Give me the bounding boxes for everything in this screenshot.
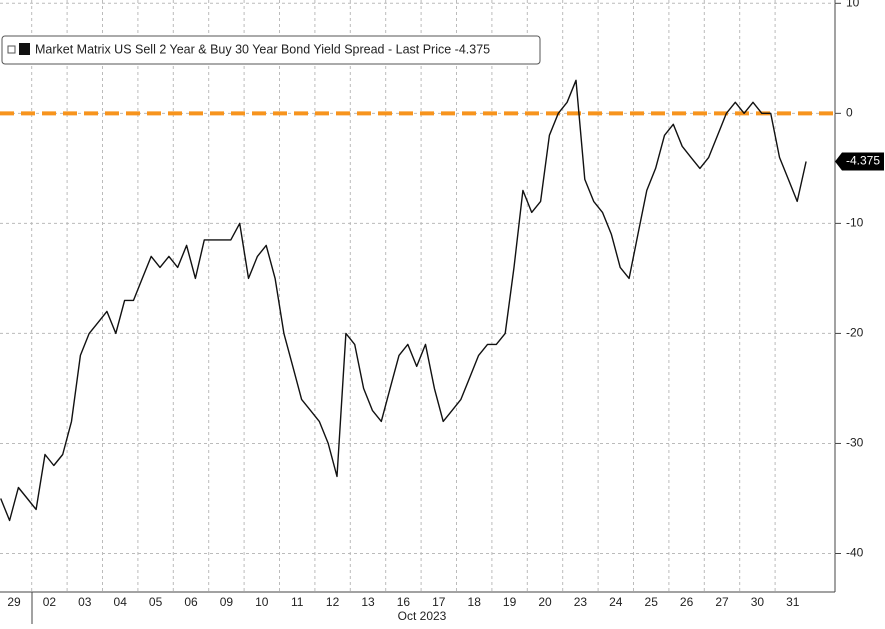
series-line: [0, 79, 807, 522]
legend-swatch: [19, 43, 30, 55]
x-tick-label: 30: [751, 595, 765, 609]
x-tick-label: 17: [432, 595, 446, 609]
x-tick-label: 16: [397, 595, 411, 609]
x-tick-label: 10: [255, 595, 269, 609]
y-tick-label: 10: [846, 0, 860, 9]
legend-box: [1, 35, 541, 65]
x-tick-label: 19: [503, 595, 517, 609]
y-tick-label: -10: [846, 216, 864, 230]
x-tick-label: 26: [680, 595, 694, 609]
x-tick-label: 12: [326, 595, 340, 609]
last-price-label: -4.375: [846, 154, 880, 168]
x-tick-label: 02: [43, 595, 57, 609]
y-tick-label: -20: [846, 326, 864, 340]
x-tick-label: 27: [715, 595, 729, 609]
x-tick-label: 03: [78, 595, 92, 609]
x-tick-label: 25: [645, 595, 659, 609]
x-tick-label: 13: [361, 595, 375, 609]
x-tick-label: 29: [7, 595, 21, 609]
y-tick-label: 0: [846, 106, 853, 120]
x-tick-label: 24: [609, 595, 623, 609]
x-tick-label: 18: [468, 595, 482, 609]
x-tick-label: 06: [184, 595, 198, 609]
x-tick-label: 09: [220, 595, 234, 609]
legend-toggle: [7, 45, 16, 54]
x-axis-label: Oct 2023: [398, 609, 447, 623]
y-tick-label: -40: [846, 546, 864, 560]
x-tick-label: 20: [538, 595, 552, 609]
x-tick-label: 05: [149, 595, 163, 609]
last-price-tag: [835, 152, 884, 171]
x-tick-label: 31: [786, 595, 800, 609]
x-tick-label: 23: [574, 595, 588, 609]
legend: Market Matrix US Sell 2 Year & Buy 30 Ye…: [1, 35, 541, 65]
y-tick-label: -30: [846, 436, 864, 450]
legend-label: Market Matrix US Sell 2 Year & Buy 30 Ye…: [35, 42, 490, 56]
x-tick-label: 11: [291, 595, 304, 609]
x-tick-label: 04: [114, 595, 128, 609]
